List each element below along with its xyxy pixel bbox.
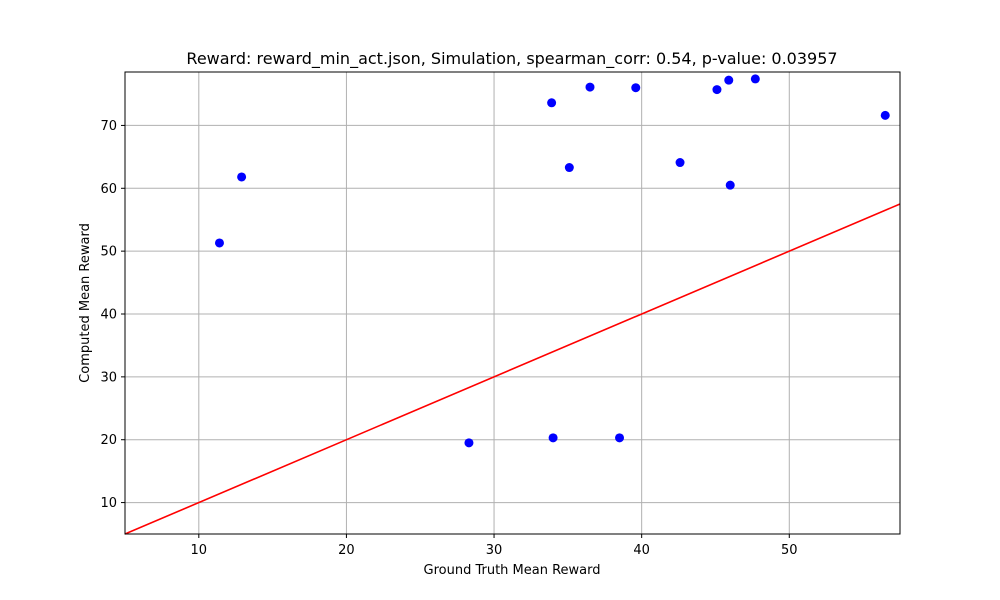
x-tick-label: 10 bbox=[191, 543, 208, 558]
data-point bbox=[585, 82, 595, 92]
data-point bbox=[547, 98, 557, 108]
chart-title: Reward: reward_min_act.json, Simulation,… bbox=[186, 49, 837, 69]
data-point bbox=[725, 180, 735, 190]
data-point bbox=[615, 433, 625, 443]
data-point bbox=[750, 74, 760, 84]
data-point bbox=[631, 83, 641, 93]
y-tick-label: 60 bbox=[100, 182, 117, 197]
ticks: 10 20 30 40 50 10 20 30 40 50 60 70 bbox=[100, 119, 797, 558]
y-tick-label: 70 bbox=[100, 119, 117, 134]
x-tick-label: 20 bbox=[338, 543, 355, 558]
data-point bbox=[564, 163, 574, 173]
x-tick-label: 50 bbox=[781, 543, 798, 558]
data-point bbox=[880, 110, 890, 120]
data-point bbox=[464, 438, 474, 448]
y-axis-label: Computed Mean Reward bbox=[78, 223, 93, 383]
x-axis-label: Ground Truth Mean Reward bbox=[424, 563, 601, 578]
data-point bbox=[712, 85, 722, 95]
y-tick-label: 20 bbox=[100, 433, 117, 448]
y-tick-label: 50 bbox=[100, 245, 117, 260]
y-tick-label: 30 bbox=[100, 370, 117, 385]
data-point bbox=[214, 238, 224, 248]
data-point bbox=[548, 433, 558, 443]
reference-line bbox=[124, 203, 901, 535]
data-point bbox=[724, 75, 734, 85]
data-point bbox=[675, 158, 685, 168]
y-tick-label: 40 bbox=[100, 308, 117, 323]
plot-area bbox=[124, 74, 901, 535]
x-tick-label: 30 bbox=[486, 543, 503, 558]
axes-frame bbox=[124, 71, 901, 535]
x-tick-label: 40 bbox=[633, 543, 650, 558]
y-tick-label: 10 bbox=[100, 496, 117, 511]
data-point bbox=[237, 172, 247, 182]
grid bbox=[125, 72, 900, 534]
